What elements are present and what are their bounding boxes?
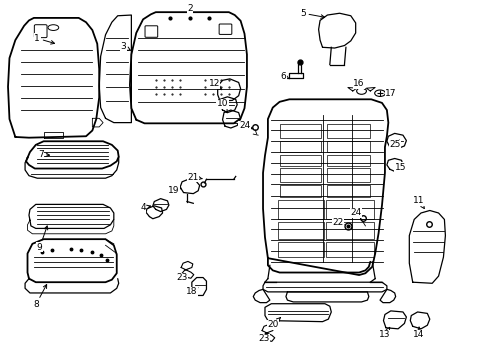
Bar bbox=[327, 124, 369, 138]
Text: 25: 25 bbox=[388, 140, 400, 149]
Bar bbox=[279, 155, 321, 166]
Ellipse shape bbox=[48, 25, 59, 31]
Text: 8: 8 bbox=[33, 284, 46, 309]
Text: 21: 21 bbox=[187, 173, 202, 182]
Ellipse shape bbox=[374, 90, 385, 96]
Text: 23: 23 bbox=[258, 334, 269, 343]
Text: 7: 7 bbox=[38, 150, 49, 159]
Text: 5: 5 bbox=[300, 9, 324, 18]
Text: 12: 12 bbox=[208, 80, 221, 90]
Text: 18: 18 bbox=[186, 287, 198, 296]
Text: 9: 9 bbox=[37, 226, 48, 252]
Bar bbox=[279, 124, 321, 138]
Text: 13: 13 bbox=[378, 327, 390, 339]
Text: 3: 3 bbox=[121, 42, 130, 51]
Bar bbox=[277, 200, 324, 219]
Bar bbox=[327, 168, 369, 182]
Ellipse shape bbox=[356, 88, 366, 94]
Text: 6: 6 bbox=[280, 72, 289, 81]
Text: 22: 22 bbox=[332, 218, 344, 227]
Bar bbox=[326, 200, 373, 219]
Text: 11: 11 bbox=[412, 196, 424, 208]
Text: 15: 15 bbox=[394, 163, 406, 172]
Bar bbox=[279, 168, 321, 182]
Bar bbox=[277, 242, 324, 257]
Text: 10: 10 bbox=[216, 99, 228, 113]
Text: 19: 19 bbox=[168, 185, 181, 194]
Text: 4: 4 bbox=[140, 203, 150, 212]
Bar bbox=[327, 185, 369, 197]
FancyBboxPatch shape bbox=[145, 26, 158, 37]
Text: 23: 23 bbox=[176, 273, 187, 282]
Bar bbox=[327, 155, 369, 166]
Text: 24: 24 bbox=[238, 121, 253, 130]
Text: 24: 24 bbox=[349, 208, 361, 217]
Bar bbox=[326, 242, 373, 257]
Text: 14: 14 bbox=[412, 327, 424, 339]
Bar bbox=[277, 222, 324, 239]
Text: 2: 2 bbox=[187, 4, 192, 13]
Bar bbox=[326, 222, 373, 239]
Text: 20: 20 bbox=[266, 318, 280, 329]
Bar bbox=[279, 185, 321, 197]
Bar bbox=[279, 140, 321, 152]
FancyBboxPatch shape bbox=[219, 24, 231, 35]
Text: 1: 1 bbox=[34, 34, 54, 44]
FancyBboxPatch shape bbox=[34, 25, 47, 38]
Text: 16: 16 bbox=[353, 80, 364, 89]
Bar bbox=[327, 140, 369, 152]
Text: 17: 17 bbox=[384, 89, 396, 98]
